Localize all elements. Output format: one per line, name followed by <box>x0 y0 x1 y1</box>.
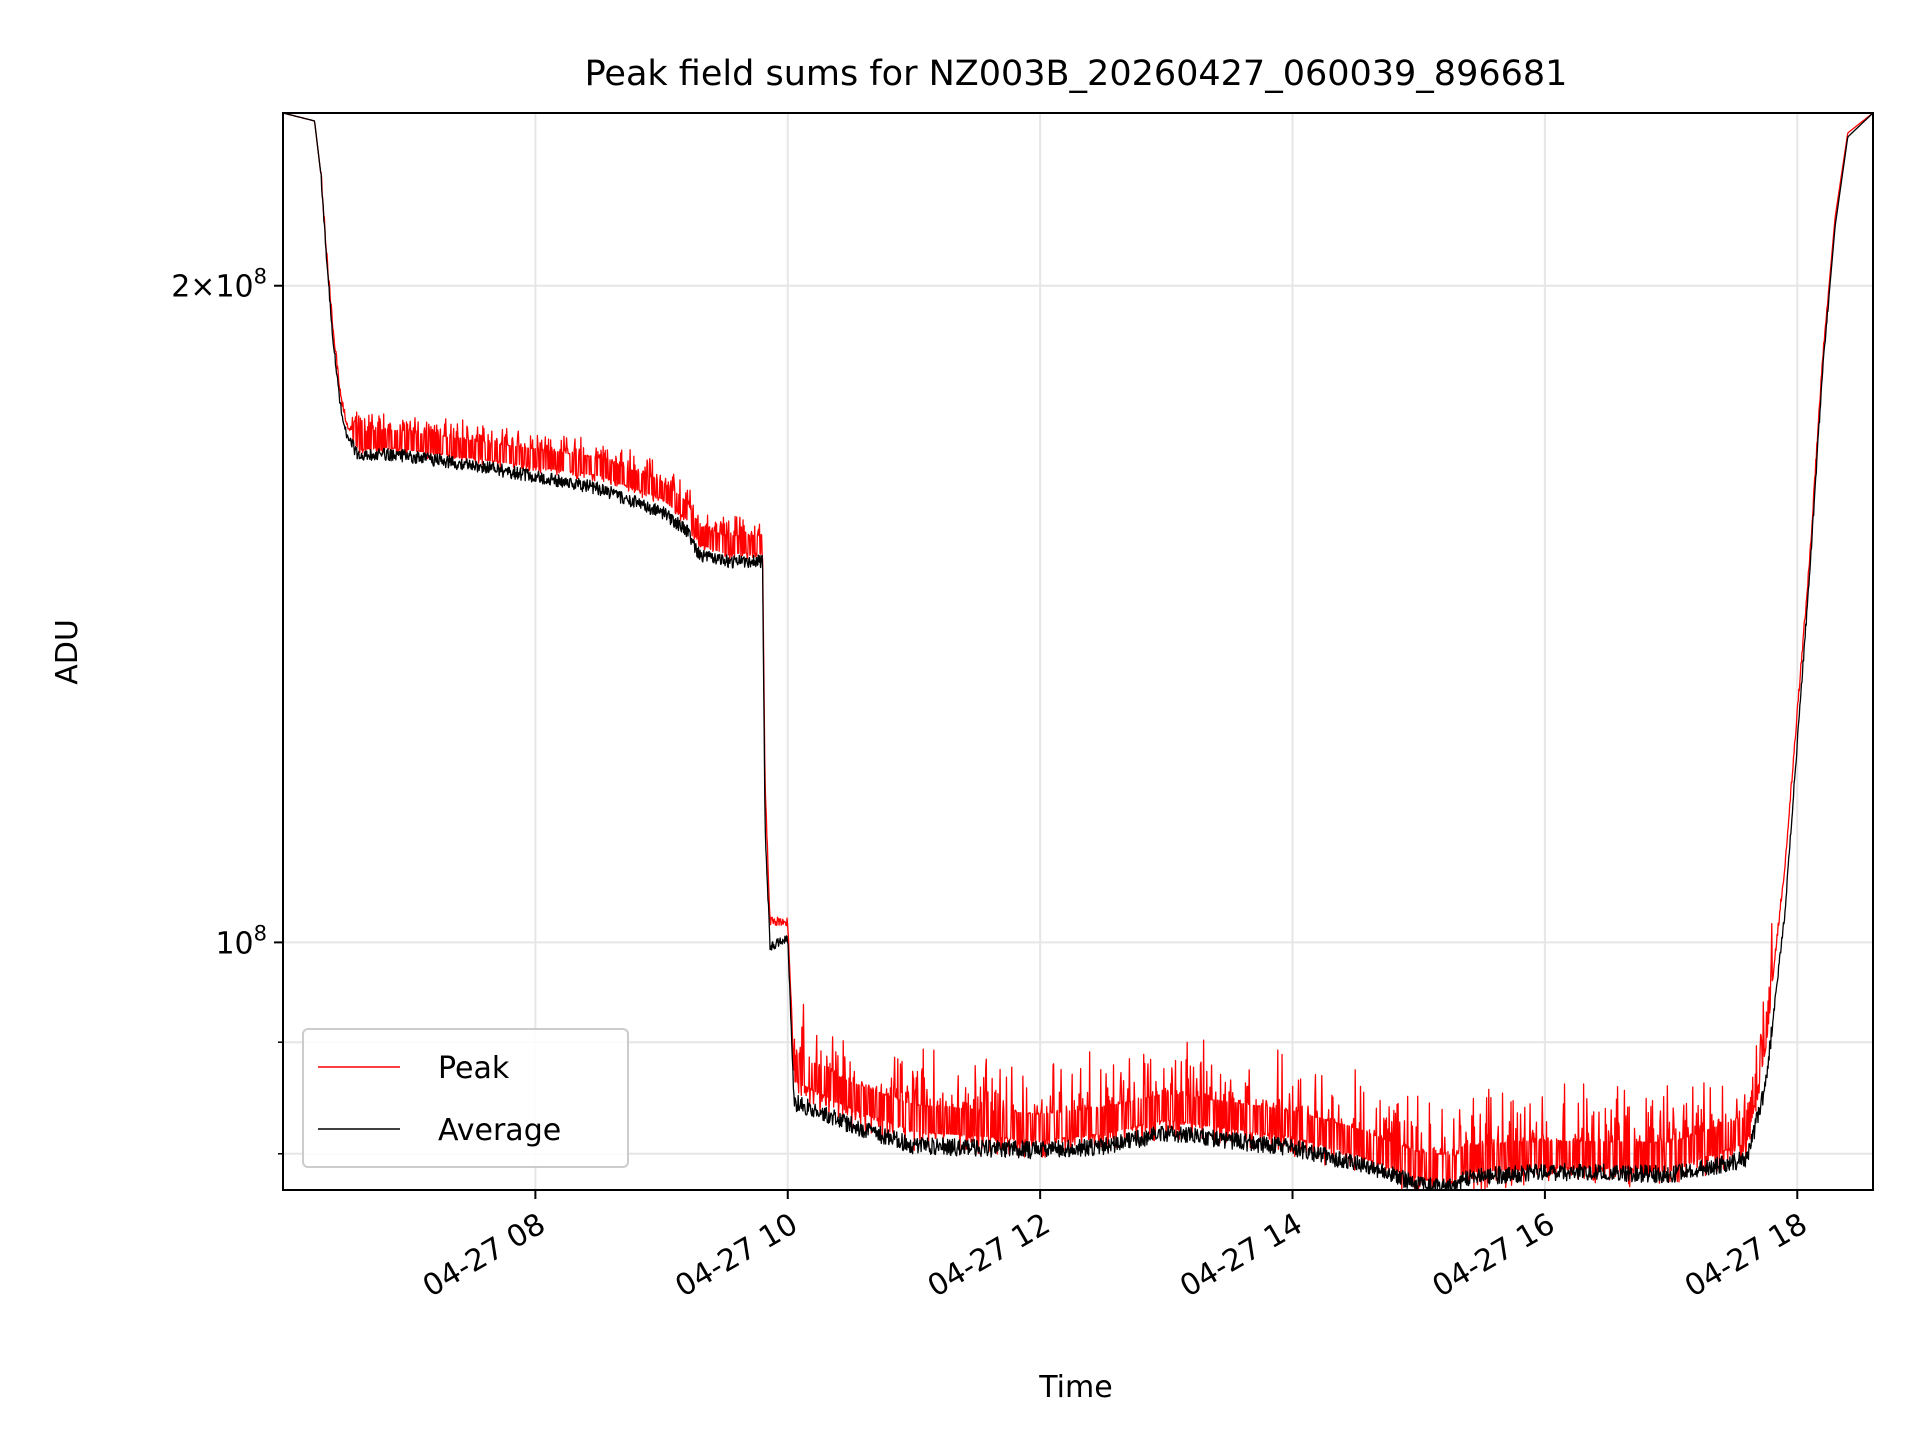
series-layer <box>282 112 1874 1191</box>
y-tick-label: 108 <box>215 921 267 961</box>
plot-frame <box>282 112 1874 1191</box>
y-tick-label: 2×108 <box>171 265 267 305</box>
y-axis-label: ADU <box>50 619 85 685</box>
chart-title: Peak field sums for NZ003B_20260427_0600… <box>585 54 1568 94</box>
legend-label-average: Average <box>438 1113 561 1148</box>
series-line-peak <box>282 112 1874 1191</box>
x-axis-label: Time <box>1038 1370 1112 1405</box>
series-line-average <box>282 112 1874 1191</box>
legend-label-peak: Peak <box>438 1051 510 1086</box>
legend-box <box>302 1028 629 1168</box>
legend: Peak Average <box>302 1028 629 1168</box>
